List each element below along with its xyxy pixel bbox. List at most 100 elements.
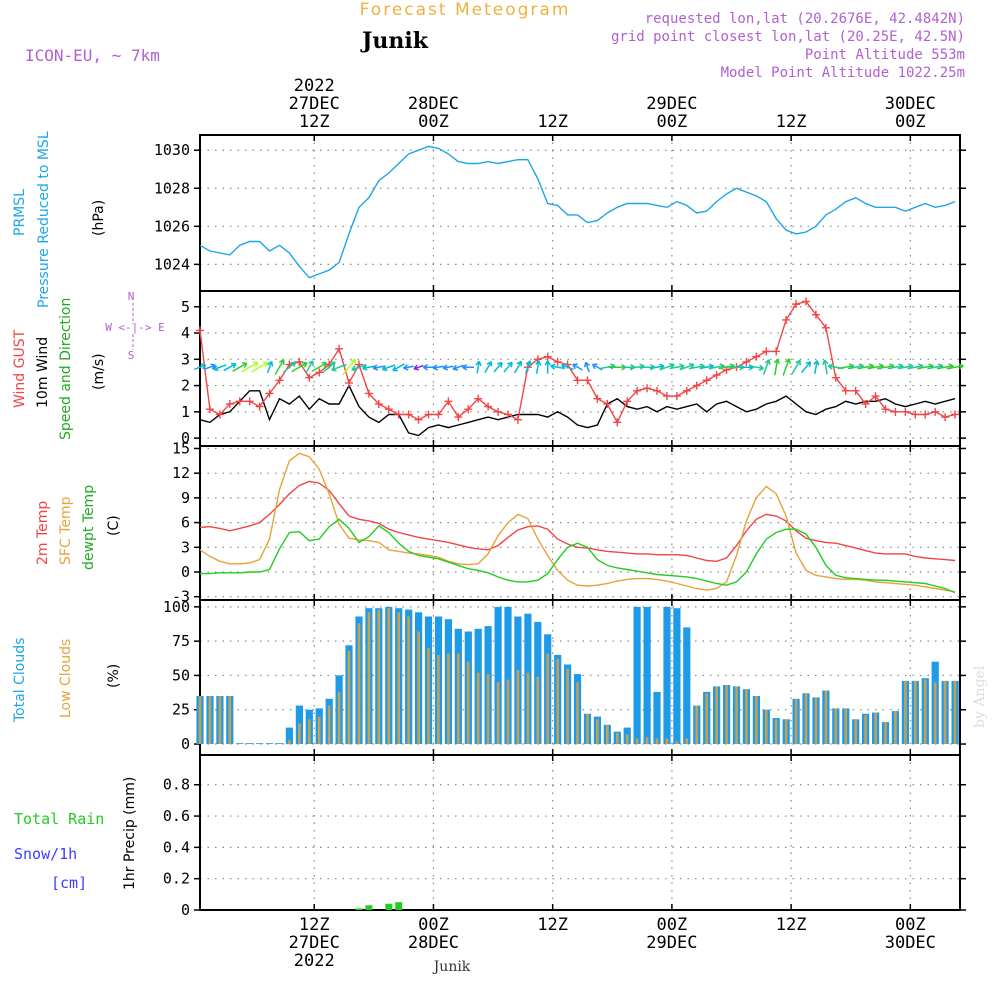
low-cloud-bar xyxy=(218,696,222,744)
wind-direction-arrow xyxy=(232,362,248,372)
low-cloud-bar xyxy=(943,680,947,744)
temperature-panel: -3 0 3 6 9 12 15 xyxy=(172,439,966,606)
y-tick-label: 1 xyxy=(181,403,190,421)
low-cloud-bar xyxy=(735,686,738,744)
low-cloud-bar xyxy=(794,698,798,745)
bottom-date-label: 28DEC xyxy=(408,933,459,953)
wind-gust-marker xyxy=(742,357,751,366)
bottom-time-label: 12Z xyxy=(537,915,568,935)
rain-bar xyxy=(385,903,393,910)
total-cloud-bar xyxy=(683,627,691,744)
wind-direction-arrow xyxy=(241,361,259,373)
wind-gust-marker xyxy=(573,376,582,385)
y-tick-label: 1024 xyxy=(154,255,190,273)
low-cloud-bar xyxy=(665,738,669,744)
wind-direction-arrow xyxy=(223,362,237,372)
location-title: Junik xyxy=(360,28,429,54)
wind-gust-marker xyxy=(702,376,711,385)
wind-gust-marker xyxy=(225,399,234,408)
low-cloud-bar xyxy=(745,689,748,745)
low-cloud-bar xyxy=(864,715,867,744)
low-cloud-bar xyxy=(586,713,589,744)
ms-label: (m/s) xyxy=(91,353,107,390)
t2m-label: 2m Temp xyxy=(35,501,51,565)
pct-label: (%) xyxy=(106,664,122,688)
wind-direction-arrow xyxy=(513,360,523,374)
low-cloud-bar xyxy=(784,719,788,744)
wind-gust-marker xyxy=(941,413,950,422)
wind-direction-arrow xyxy=(561,363,574,371)
wind-direction-arrow xyxy=(291,361,308,373)
low-cloud-bar xyxy=(476,672,480,744)
wind-gust-marker xyxy=(901,407,910,416)
wind-direction-arrow xyxy=(362,364,376,371)
wind-gust-marker xyxy=(762,347,771,356)
y-tick-label: 3 xyxy=(181,538,190,556)
wind-gust-marker xyxy=(474,394,483,403)
wind-panel: 0 1 2 3 4 5 xyxy=(181,290,966,447)
y-tick-label: -3 xyxy=(172,588,190,606)
precip-label: 1hr Precip (mm) xyxy=(122,777,138,890)
wind-gust-marker xyxy=(841,386,850,395)
wind-gust-marker xyxy=(404,410,413,419)
low-cloud-bar xyxy=(208,696,212,744)
wind-gust-marker xyxy=(513,415,522,424)
wind-gust-marker xyxy=(682,386,691,395)
low-cloud-bar xyxy=(437,654,440,745)
wind-gust-marker xyxy=(265,389,274,398)
total-cloud-bar xyxy=(633,606,641,745)
bottom-year-label: 2022 xyxy=(294,951,335,971)
forecast-title: Forecast Meteogram xyxy=(360,0,571,20)
wind-direction-arrow xyxy=(524,360,532,374)
y-tick-label: 0 xyxy=(181,429,190,447)
low-cloud-bar xyxy=(824,690,828,744)
low-cloud-bar xyxy=(725,685,728,744)
low-cloud-bar xyxy=(606,724,609,744)
total-cloud-bar xyxy=(663,606,671,745)
low-cloud-bar xyxy=(834,708,838,745)
low-cloud-bar xyxy=(596,719,599,744)
top-year-label: 2022 xyxy=(294,76,335,96)
low-cloud-bar xyxy=(923,679,927,745)
wind-gust-marker xyxy=(454,413,463,422)
wind-gust-marker xyxy=(484,402,493,411)
wind-gust-marker xyxy=(782,315,791,324)
low-cloud-bar xyxy=(685,738,689,744)
wind-direction-arrow xyxy=(304,360,314,374)
low-cloud-bar xyxy=(347,650,351,745)
y-tick-label: 50 xyxy=(172,666,190,684)
wind-direction-arrow xyxy=(392,363,405,372)
y-tick-label: 0.8 xyxy=(163,776,190,794)
y-tick-label: 6 xyxy=(181,514,190,532)
compass-south: S xyxy=(128,349,135,362)
total-cloud-bar xyxy=(643,606,651,745)
wind-direction-arrow xyxy=(791,359,801,375)
wind-direction-arrow xyxy=(782,358,791,376)
wind-gust-marker xyxy=(414,415,423,424)
y-tick-label: 3 xyxy=(181,350,190,368)
y-tick-label: 15 xyxy=(172,439,190,457)
wind-direction-arrow xyxy=(251,361,269,373)
low-cloud-bar xyxy=(576,682,579,744)
wind-direction-arrow xyxy=(572,363,583,371)
top-time-label: 12Z xyxy=(299,112,330,132)
wind-direction-arrow xyxy=(381,364,396,372)
wind-direction-arrow xyxy=(749,364,764,371)
top-time-label: 12Z xyxy=(537,112,568,132)
low-cloud-bar xyxy=(417,631,420,744)
low-cloud-bar xyxy=(357,623,361,744)
low-cloud-bar xyxy=(526,672,530,744)
y-tick-label: 1030 xyxy=(154,141,190,159)
wind-gust-marker xyxy=(712,371,721,380)
wind-direction-arrow xyxy=(800,361,812,373)
wind-gust-marker xyxy=(364,389,373,398)
wind-gust-marker xyxy=(881,405,890,414)
low-cloud-bar xyxy=(397,612,400,744)
temp-dewpt-line xyxy=(200,518,956,594)
wind-gust-marker xyxy=(891,407,900,416)
wind-direction-arrow xyxy=(194,363,207,371)
low-cloud-bar xyxy=(655,738,659,744)
footer-location: Junik xyxy=(432,959,471,975)
snow-label: Snow/1h xyxy=(14,845,77,863)
low-cloud-bar xyxy=(705,693,708,745)
